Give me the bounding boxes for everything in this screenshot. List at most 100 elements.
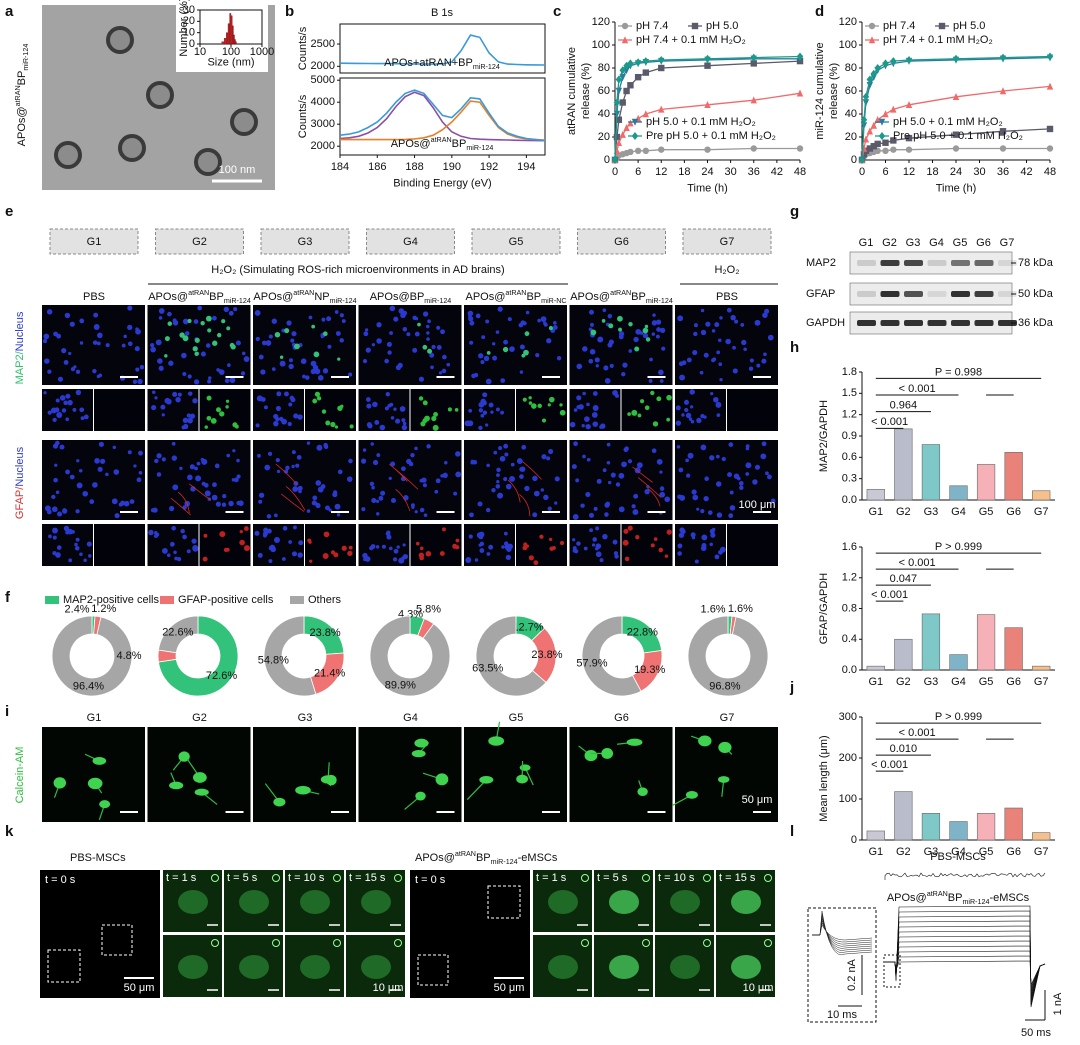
nucleus — [375, 499, 380, 503]
x-tick-label: G1 — [868, 676, 883, 688]
nucleus — [541, 454, 547, 460]
nucleus — [65, 393, 71, 399]
micrograph — [464, 727, 567, 822]
nucleus — [707, 510, 713, 515]
band — [904, 260, 923, 266]
nucleus — [284, 391, 289, 397]
value-label: 1.2% — [91, 603, 116, 615]
p-value: < 0.001 — [871, 759, 908, 771]
nucleus — [442, 472, 448, 479]
text-part: APOs@BP — [370, 291, 425, 303]
nucleus — [105, 343, 110, 348]
nucleus — [134, 346, 140, 352]
nucleus — [426, 324, 430, 329]
nucleus — [292, 486, 299, 493]
y-tick-label: 1.8 — [842, 366, 857, 378]
nucleus — [767, 474, 772, 480]
micrograph — [516, 389, 567, 431]
treatment-label: APOs@atRANNPmiR-124 — [253, 289, 356, 305]
nucleus — [334, 503, 341, 510]
cell — [609, 890, 639, 914]
nucleus — [363, 331, 369, 337]
nucleus — [361, 507, 366, 512]
nucleus — [271, 367, 276, 371]
y-axis-label: Mean length (μm) — [818, 735, 830, 821]
nucleus — [397, 362, 403, 369]
nucleus — [384, 406, 389, 411]
nucleus — [389, 402, 394, 407]
data-point — [642, 69, 650, 76]
nucleus — [767, 334, 774, 341]
cell — [87, 777, 103, 790]
nucleus — [236, 458, 240, 463]
nucleus — [227, 363, 231, 367]
data-point — [866, 75, 874, 84]
roi-box — [101, 924, 133, 956]
nucleus — [505, 554, 512, 561]
nucleus — [728, 513, 734, 519]
nucleus — [151, 404, 157, 411]
cell — [239, 890, 269, 914]
nucleus — [410, 452, 415, 458]
nucleus — [206, 395, 212, 401]
text-part: atRAN — [293, 289, 314, 297]
nucleus — [640, 399, 645, 404]
nucleus — [633, 336, 639, 343]
stimulus-icon — [333, 874, 341, 882]
nucleus — [226, 453, 231, 458]
nucleus — [273, 537, 280, 544]
nucleus — [232, 449, 236, 453]
nucleus — [364, 556, 371, 562]
nucleus — [264, 464, 271, 471]
bar — [221, 41, 225, 45]
micrograph — [358, 727, 462, 822]
group-box — [155, 228, 244, 255]
nucleus — [582, 346, 588, 352]
x-tick-label: G3 — [924, 506, 939, 518]
data-point — [874, 115, 881, 123]
nucleus — [236, 500, 241, 506]
nucleus — [297, 552, 303, 558]
nucleus — [644, 405, 650, 411]
filament — [389, 463, 408, 482]
nucleus — [323, 331, 328, 337]
p-value: < 0.001 — [871, 589, 908, 601]
nucleus — [422, 400, 428, 406]
nucleus — [601, 319, 606, 323]
nucleus — [288, 358, 293, 363]
nucleus — [692, 349, 698, 356]
text-part: Nucleus — [14, 446, 26, 486]
series-line — [339, 89, 546, 142]
nucleus — [204, 425, 208, 429]
nucleus — [194, 466, 198, 471]
data-point — [619, 66, 626, 75]
nucleus — [76, 482, 83, 489]
nucleus — [93, 312, 99, 318]
nucleus — [374, 420, 380, 425]
nucleus — [291, 450, 296, 455]
nucleus — [575, 478, 580, 483]
data-point — [615, 87, 623, 95]
p-value: P > 0.999 — [935, 541, 982, 553]
plot-frame — [339, 23, 546, 74]
nucleus — [604, 378, 611, 384]
nucleus — [179, 466, 183, 471]
group-box — [366, 228, 455, 255]
nucleus — [362, 359, 368, 364]
nucleus — [181, 352, 187, 359]
nucleus — [173, 550, 177, 555]
nucleus — [254, 310, 261, 316]
nucleus — [468, 534, 473, 539]
text-part: BP — [526, 291, 541, 303]
y-tick-label: 0 — [851, 154, 857, 166]
band — [857, 260, 876, 266]
nucleus — [486, 463, 490, 468]
treatment-label: APOs@atRANBPmiR-124 — [148, 289, 251, 305]
nucleus — [528, 401, 533, 405]
bar — [1004, 452, 1023, 501]
nucleus — [154, 458, 159, 464]
y-axis-label: Counts/s — [297, 94, 309, 138]
scale-label: 100 μm — [739, 499, 776, 511]
nucleus — [599, 558, 604, 563]
time-label: t = 15 s — [349, 872, 386, 884]
